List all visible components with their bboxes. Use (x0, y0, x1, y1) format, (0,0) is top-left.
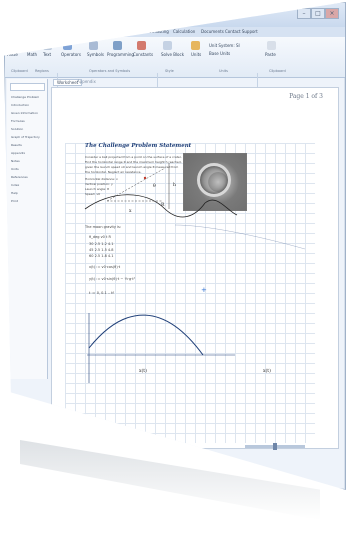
sidebar-item-given-information[interactable]: Given Information (11, 111, 38, 115)
range-label: R (161, 203, 165, 208)
paragraph-line: Launch angle: θ (85, 187, 109, 191)
constants-button-label[interactable]: Constants (133, 52, 154, 57)
group-label-units: Units (219, 69, 228, 73)
table-row: 60 2.5 1.8 4.1 (89, 254, 114, 258)
tab-input-output[interactable]: Input/Output (35, 29, 61, 34)
math-button-label[interactable]: Math (27, 52, 38, 57)
sidebar-item-references[interactable]: References (11, 175, 28, 179)
range-definition: t := 0, 0.1 .. tf (89, 291, 114, 295)
page-number: Page 1 of 3 (289, 93, 323, 100)
sidebar-navigation: Challenge Problem Introduction Given Inf… (7, 79, 48, 379)
trajectory-diagram (84, 163, 306, 383)
paragraph-line: Horizontal distance: x (85, 177, 118, 181)
sidebar-item-graph[interactable]: Graph of Trajectory (11, 135, 40, 139)
units-button-label[interactable]: Units (191, 52, 202, 57)
sidebar-search-input[interactable] (10, 83, 45, 91)
group-label-operators-symbols: Operators and Symbols (89, 69, 131, 73)
paragraph-line: Vertical position: y (85, 182, 113, 186)
sidebar-item-solution[interactable]: Solution (11, 127, 24, 131)
group-label-clipboard-2: Clipboard (269, 69, 286, 73)
paste-icon[interactable] (267, 41, 276, 50)
operators-button-label[interactable]: Operators (61, 52, 81, 57)
paragraph-line: Find the horizontal range R and the maxi… (85, 160, 182, 164)
zoom-slider-handle[interactable] (273, 443, 277, 450)
table-row: 45 2.5 1.5 4.8 (89, 248, 114, 252)
height-label: h (173, 183, 176, 188)
symbols-button-label[interactable]: Symbols (87, 52, 104, 57)
constants-icon[interactable] (137, 41, 146, 50)
symbols-icon[interactable] (89, 41, 98, 50)
base-units-button[interactable]: Base Units (209, 51, 231, 56)
text-button-label[interactable]: Text (43, 52, 52, 57)
insertion-cursor-icon: + (201, 286, 207, 294)
programming-icon[interactable] (113, 41, 122, 50)
equation-y: y(t) := v0·sin(θ)·t − ½·g·t² (89, 277, 136, 281)
sidebar-item-challenge-problem[interactable]: Challenge Problem (11, 95, 40, 99)
plot-x-axis-label-2: x(t) (263, 369, 271, 374)
equation-x: x(t) := v0·cos(θ)·t (89, 265, 121, 269)
tab-math[interactable]: Math (11, 27, 30, 37)
group-label-clipboard: Clipboard (11, 69, 28, 73)
paste-button-label[interactable]: Paste (7, 52, 18, 57)
sidebar-item-formulas[interactable]: Formulas (11, 119, 25, 123)
tab-calculation[interactable]: Calculation (173, 29, 196, 34)
sidebar-item-index[interactable]: Index (11, 183, 20, 187)
units-icon[interactable] (191, 41, 200, 50)
tab-worksheet[interactable]: Worksheet (53, 79, 83, 86)
sidebar-item-introduction[interactable]: Introduction (11, 103, 30, 107)
group-label-regions: Regions (35, 69, 49, 73)
tab-contact-support[interactable]: Contact Support (225, 29, 258, 34)
solve-block-button-label[interactable]: Solve Block (161, 52, 185, 57)
angle-label: θ (153, 184, 156, 189)
paste-icon[interactable] (9, 41, 18, 50)
x-axis-label: x (129, 209, 132, 214)
paragraph-line: Consider a ball projected from a point o… (85, 155, 182, 159)
close-button[interactable]: × (325, 8, 339, 19)
sidebar-item-results[interactable]: Results (11, 143, 22, 147)
application-window: Mathcad Prime 2.0 - [C:\Users\...\challe… (4, 2, 346, 490)
unit-system-dropdown[interactable]: Unit System: SI (209, 43, 240, 48)
sidebar-item-print[interactable]: Print (11, 199, 18, 203)
sidebar-item-units[interactable]: Units (11, 167, 19, 171)
paragraph-line: the horizontal. Neglect air resistance. (85, 170, 142, 174)
tab-documents[interactable]: Documents (201, 29, 224, 34)
worksheet-heading: The Challenge Problem Statement (85, 143, 192, 149)
programming-button-label[interactable]: Programming (107, 52, 134, 57)
sidebar-item-help[interactable]: Help (11, 191, 18, 195)
crater-rim (197, 163, 231, 197)
tab-plots[interactable]: Plots (131, 29, 141, 34)
clipboard-paste-label[interactable]: Paste (265, 52, 276, 57)
plot-x-axis-label: x(t) (139, 369, 147, 374)
given-line: The moon gravity is: (85, 225, 122, 229)
maximize-button[interactable]: □ (311, 8, 325, 19)
paragraph-line: Speed: v0 (85, 192, 101, 196)
table-row: 30 2.5 1.2 4.1 (89, 242, 114, 246)
math-icon[interactable] (27, 41, 36, 50)
sidebar-item-appendix[interactable]: Appendix (11, 151, 26, 155)
sidebar-item-notes[interactable]: Notes (11, 159, 20, 163)
window-title: Mathcad Prime 2.0 - [C:\Users\...\challe… (85, 11, 233, 16)
group-label-style: Style (165, 69, 174, 73)
table-header: θ_deg v0 t R (89, 235, 111, 239)
paragraph-line: given the launch speed v0 and launch ang… (85, 165, 179, 169)
solve-block-icon[interactable] (163, 41, 172, 50)
tab-appendix[interactable]: Appendix (77, 79, 96, 84)
tab-functions[interactable]: Functions (67, 29, 87, 34)
tab-matrices-tables[interactable]: Matrices/Tables (93, 29, 124, 34)
